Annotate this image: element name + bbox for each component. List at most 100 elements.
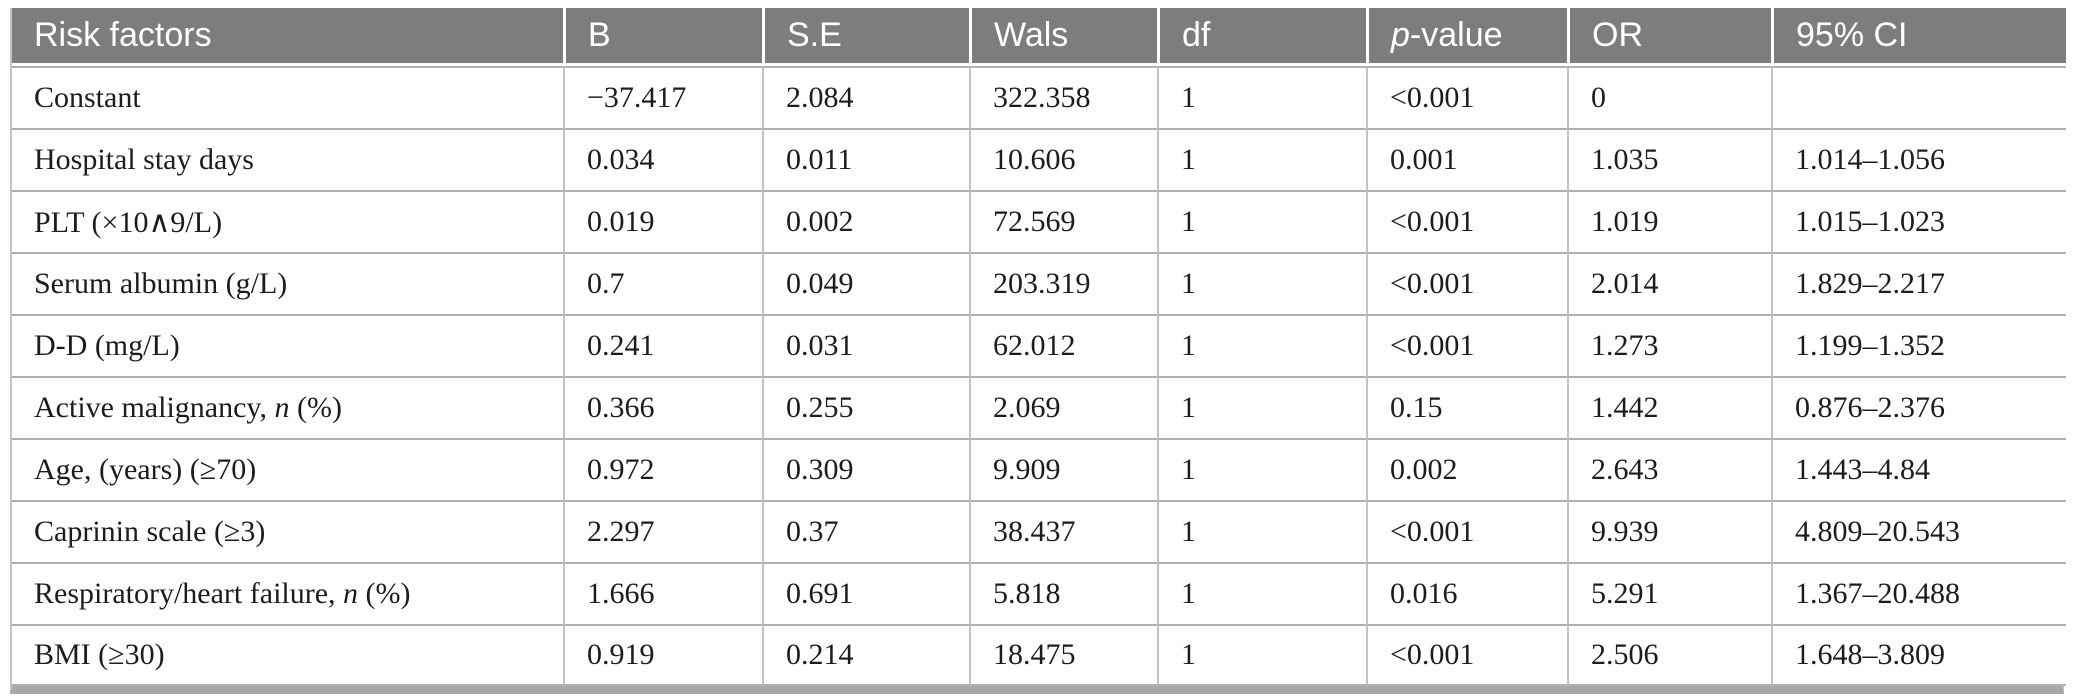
cell-risk-factor: BMI (≥30) (12, 624, 563, 686)
cell-95ci: 1.015–1.023 (1771, 190, 2066, 252)
cell-se: 0.031 (762, 314, 969, 376)
cell-b: 0.241 (563, 314, 762, 376)
cell-risk-factor: Hospital stay days (12, 128, 563, 190)
cell-95ci (1771, 66, 2066, 128)
cell-wals: 322.358 (969, 66, 1157, 128)
cell-se: 0.691 (762, 562, 969, 624)
table-row: BMI (≥30) 0.919 0.214 18.475 1 <0.001 2.… (12, 624, 2066, 686)
table-row: Age, (years) (≥70) 0.972 0.309 9.909 1 0… (12, 438, 2066, 500)
cell-b: 0.019 (563, 190, 762, 252)
cell-p-value: <0.001 (1366, 190, 1567, 252)
cell-or: 2.643 (1567, 438, 1771, 500)
cell-p-value: 0.016 (1366, 562, 1567, 624)
table-row: Respiratory/heart failure, n (%) 1.666 0… (12, 562, 2066, 624)
cell-df: 1 (1157, 128, 1366, 190)
cell-df: 1 (1157, 376, 1366, 438)
cell-b: 0.919 (563, 624, 762, 686)
table-row: Constant −37.417 2.084 322.358 1 <0.001 … (12, 66, 2066, 128)
cell-wals: 18.475 (969, 624, 1157, 686)
risk-factors-table: Risk factors B S.E Wals df p-value OR 95… (12, 8, 2066, 686)
cell-95ci: 1.829–2.217 (1771, 252, 2066, 314)
cell-b: 2.297 (563, 500, 762, 562)
cell-risk-factor: Constant (12, 66, 563, 128)
cell-95ci: 4.809–20.543 (1771, 500, 2066, 562)
cell-se: 0.214 (762, 624, 969, 686)
cell-p-value: 0.15 (1366, 376, 1567, 438)
cell-wals: 72.569 (969, 190, 1157, 252)
column-header-or: OR (1567, 8, 1771, 66)
cell-p-value: <0.001 (1366, 314, 1567, 376)
cell-wals: 9.909 (969, 438, 1157, 500)
column-header-wals: Wals (969, 8, 1157, 66)
table-row: D-D (mg/L) 0.241 0.031 62.012 1 <0.001 1… (12, 314, 2066, 376)
cell-or: 2.014 (1567, 252, 1771, 314)
cell-df: 1 (1157, 438, 1366, 500)
cell-se: 0.309 (762, 438, 969, 500)
cell-p-value: <0.001 (1366, 66, 1567, 128)
cell-p-value: <0.001 (1366, 624, 1567, 686)
cell-df: 1 (1157, 252, 1366, 314)
cell-or: 0 (1567, 66, 1771, 128)
cell-se: 2.084 (762, 66, 969, 128)
cell-or: 1.442 (1567, 376, 1771, 438)
cell-wals: 5.818 (969, 562, 1157, 624)
cell-b: 0.034 (563, 128, 762, 190)
table-header-row: Risk factors B S.E Wals df p-value OR 95… (12, 8, 2066, 66)
column-header-95ci: 95% CI (1771, 8, 2066, 66)
table-row: PLT (×10∧9/L) 0.019 0.002 72.569 1 <0.00… (12, 190, 2066, 252)
table-row: Active malignancy, n (%) 0.366 0.255 2.0… (12, 376, 2066, 438)
cell-or: 9.939 (1567, 500, 1771, 562)
cell-df: 1 (1157, 190, 1366, 252)
cell-95ci: 1.648–3.809 (1771, 624, 2066, 686)
cell-b: 1.666 (563, 562, 762, 624)
cell-wals: 62.012 (969, 314, 1157, 376)
cell-risk-factor: Serum albumin (g/L) (12, 252, 563, 314)
cell-df: 1 (1157, 562, 1366, 624)
cell-or: 1.035 (1567, 128, 1771, 190)
column-header-b: B (563, 8, 762, 66)
cell-p-value: 0.002 (1366, 438, 1567, 500)
cell-or: 1.273 (1567, 314, 1771, 376)
cell-or: 1.019 (1567, 190, 1771, 252)
risk-factors-table-container: Risk factors B S.E Wals df p-value OR 95… (10, 8, 2066, 694)
cell-95ci: 1.367–20.488 (1771, 562, 2066, 624)
cell-se: 0.049 (762, 252, 969, 314)
cell-p-value: <0.001 (1366, 500, 1567, 562)
cell-wals: 38.437 (969, 500, 1157, 562)
cell-se: 0.011 (762, 128, 969, 190)
cell-risk-factor: Active malignancy, n (%) (12, 376, 563, 438)
cell-95ci: 1.014–1.056 (1771, 128, 2066, 190)
cell-df: 1 (1157, 624, 1366, 686)
cell-95ci: 0.876–2.376 (1771, 376, 2066, 438)
cell-95ci: 1.199–1.352 (1771, 314, 2066, 376)
cell-df: 1 (1157, 66, 1366, 128)
cell-or: 2.506 (1567, 624, 1771, 686)
column-header-df: df (1157, 8, 1366, 66)
cell-df: 1 (1157, 314, 1366, 376)
cell-p-value: <0.001 (1366, 252, 1567, 314)
cell-wals: 2.069 (969, 376, 1157, 438)
cell-b: 0.7 (563, 252, 762, 314)
cell-df: 1 (1157, 500, 1366, 562)
cell-b: 0.366 (563, 376, 762, 438)
cell-wals: 10.606 (969, 128, 1157, 190)
cell-risk-factor: Age, (years) (≥70) (12, 438, 563, 500)
cell-se: 0.255 (762, 376, 969, 438)
column-header-risk-factors: Risk factors (12, 8, 563, 66)
table-row: Caprinin scale (≥3) 2.297 0.37 38.437 1 … (12, 500, 2066, 562)
cell-risk-factor: Caprinin scale (≥3) (12, 500, 563, 562)
cell-p-value: 0.001 (1366, 128, 1567, 190)
cell-b: −37.417 (563, 66, 762, 128)
table-row: Serum albumin (g/L) 0.7 0.049 203.319 1 … (12, 252, 2066, 314)
cell-risk-factor: D-D (mg/L) (12, 314, 563, 376)
cell-or: 5.291 (1567, 562, 1771, 624)
column-header-se: S.E (762, 8, 969, 66)
cell-se: 0.002 (762, 190, 969, 252)
cell-wals: 203.319 (969, 252, 1157, 314)
cell-se: 0.37 (762, 500, 969, 562)
column-header-p-value: p-value (1366, 8, 1567, 66)
cell-risk-factor: Respiratory/heart failure, n (%) (12, 562, 563, 624)
table-row: Hospital stay days 0.034 0.011 10.606 1 … (12, 128, 2066, 190)
cell-risk-factor: PLT (×10∧9/L) (12, 190, 563, 252)
cell-b: 0.972 (563, 438, 762, 500)
